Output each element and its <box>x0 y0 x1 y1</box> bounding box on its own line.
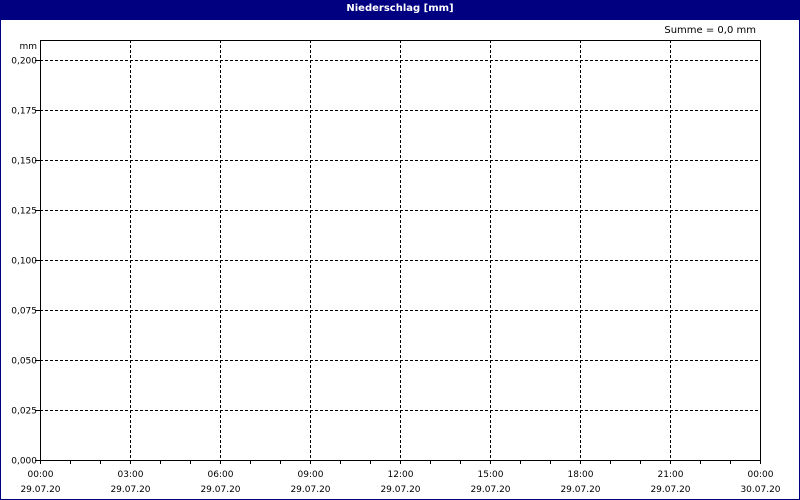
x-tick-label-time: 03:00 <box>118 470 144 480</box>
y-tick-label: 0,075 <box>11 307 37 317</box>
y-tick-label: 0,025 <box>11 407 37 417</box>
y-tick-label: 0,175 <box>11 107 37 117</box>
x-tick-label-time: 12:00 <box>388 470 414 480</box>
plot-area <box>40 40 761 461</box>
y-tick-label: 0,200 <box>11 57 37 67</box>
y-tick-label: 0,000 <box>11 457 37 467</box>
y-tick-label: 0,100 <box>11 257 37 267</box>
x-tick-label-date: 29.07.20 <box>290 485 330 495</box>
x-tick-label-date: 29.07.20 <box>650 485 690 495</box>
chart-title: Niederschlag [mm] <box>0 0 800 20</box>
x-tick-label-time: 00:00 <box>28 470 54 480</box>
x-tick-label-time: 21:00 <box>658 470 684 480</box>
x-tick-label-time: 18:00 <box>568 470 594 480</box>
x-tick-label-time: 09:00 <box>298 470 324 480</box>
x-tick-label-date: 29.07.20 <box>110 485 150 495</box>
x-tick-label-date: 29.07.20 <box>560 485 600 495</box>
y-tick-label: 0,150 <box>11 157 37 167</box>
y-tick-label: 0,125 <box>11 207 37 217</box>
x-tick-label-time: 00:00 <box>748 470 774 480</box>
y-axis-label: mm <box>19 42 37 52</box>
x-tick-label-date: 29.07.20 <box>470 485 510 495</box>
x-tick-label-date: 29.07.20 <box>380 485 420 495</box>
x-tick-label-date: 30.07.20 <box>740 485 780 495</box>
x-tick-label-date: 29.07.20 <box>200 485 240 495</box>
y-tick-label: 0,050 <box>11 357 37 367</box>
x-tick-label-time: 06:00 <box>208 470 234 480</box>
x-tick-label-date: 29.07.20 <box>20 485 60 495</box>
sum-label: Summe = 0,0 mm <box>664 25 756 36</box>
x-tick-label-time: 15:00 <box>478 470 504 480</box>
